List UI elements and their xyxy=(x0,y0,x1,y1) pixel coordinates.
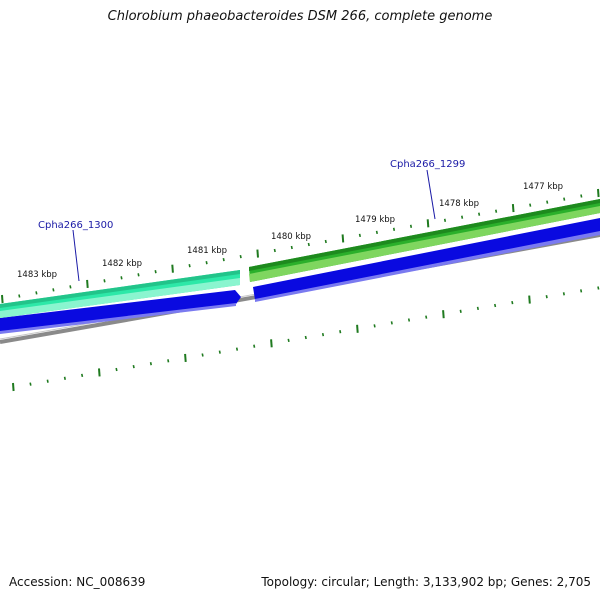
inner-ring-minor-tick xyxy=(580,289,583,293)
outer-ring-minor-tick xyxy=(239,254,242,259)
scale-label-1483: 1483 kbp xyxy=(17,270,57,280)
topology-text: Topology: circular; Length: 3,133,902 bp… xyxy=(261,575,591,589)
inner-ring-major-tick xyxy=(184,353,187,362)
scale-label-1478: 1478 kbp xyxy=(439,199,479,209)
outer-ring-minor-tick xyxy=(563,197,566,201)
inner-ring-minor-tick xyxy=(425,315,428,319)
outer-ring-minor-tick xyxy=(290,245,293,250)
outer-ring-major-tick xyxy=(426,219,430,228)
outer-ring-minor-tick xyxy=(478,212,481,216)
gene-label-cpha266-1300[interactable]: Cpha266_1300 xyxy=(38,220,113,231)
inner-ring-minor-tick xyxy=(253,344,256,348)
inner-tick-ring xyxy=(12,286,600,392)
inner-ring-minor-tick xyxy=(597,286,600,290)
inner-ring-minor-tick xyxy=(218,350,221,354)
scale-label-1481: 1481 kbp xyxy=(187,246,227,256)
inner-ring-minor-tick xyxy=(81,373,84,378)
outer-ring-minor-tick xyxy=(188,264,191,268)
inner-ring-minor-tick xyxy=(321,332,325,337)
scale-label-1482: 1482 kbp xyxy=(102,259,142,269)
label-leader-cpha266-1300 xyxy=(72,229,80,282)
inner-ring-minor-tick xyxy=(29,382,32,386)
outer-ring-major-tick xyxy=(171,264,174,273)
outer-ring-minor-tick xyxy=(324,239,327,244)
gene-cpha266-1300-shade xyxy=(0,270,240,308)
outer-ring-minor-tick xyxy=(52,288,55,292)
outer-ring-minor-tick xyxy=(18,294,21,298)
outer-ring-minor-tick xyxy=(409,224,413,228)
inner-ring-minor-tick xyxy=(390,321,393,325)
inner-ring-minor-tick xyxy=(459,309,462,313)
scale-label-1477: 1477 kbp xyxy=(523,182,563,192)
outer-ring-minor-tick xyxy=(375,230,378,235)
inner-ring-major-tick xyxy=(528,295,531,304)
outer-tick-ring xyxy=(1,188,600,304)
inner-ring-minor-tick xyxy=(339,330,342,334)
inner-ring-major-tick xyxy=(270,339,273,348)
outer-ring-minor-tick xyxy=(529,203,532,207)
inner-ring-minor-tick xyxy=(511,300,514,305)
inner-ring-minor-tick xyxy=(115,367,118,372)
outer-ring-minor-tick xyxy=(69,285,72,289)
inner-ring-major-tick xyxy=(12,382,15,392)
scale-label-1479: 1479 kbp xyxy=(355,215,395,225)
inner-ring-minor-tick xyxy=(476,306,479,311)
outer-ring-minor-tick xyxy=(273,248,276,253)
inner-ring-major-tick xyxy=(442,310,445,319)
inner-ring-minor-tick xyxy=(304,335,307,340)
outer-ring-major-tick xyxy=(86,279,89,288)
outer-ring-minor-tick xyxy=(307,242,310,247)
outer-ring-minor-tick xyxy=(120,276,123,280)
reverse-gene-left[interactable] xyxy=(0,290,241,332)
inner-ring-minor-tick xyxy=(235,347,239,351)
gene-label-cpha266-1299[interactable]: Cpha266_1299 xyxy=(390,159,465,170)
reverse-gene-left-edge xyxy=(0,303,236,334)
inner-ring-minor-tick xyxy=(545,295,548,299)
outer-ring-minor-tick xyxy=(358,233,361,238)
outer-ring-minor-tick xyxy=(580,194,583,198)
inner-ring-minor-tick xyxy=(494,303,497,308)
outer-ring-minor-tick xyxy=(205,261,208,265)
outer-ring-major-tick xyxy=(1,294,4,304)
outer-ring-minor-tick xyxy=(443,218,447,222)
inner-ring-major-tick xyxy=(98,368,101,377)
outer-ring-minor-tick xyxy=(103,279,106,283)
gene-cpha266-1299-light xyxy=(249,206,600,282)
inner-ring-minor-tick xyxy=(201,353,204,357)
inner-ring-minor-tick xyxy=(167,359,170,363)
map-title: Chlorobium phaeobacteroides DSM 266, com… xyxy=(107,9,493,24)
reverse-gene-right[interactable] xyxy=(253,218,600,300)
inner-ring-minor-tick xyxy=(149,362,152,366)
outer-ring-minor-tick xyxy=(222,257,225,262)
outer-ring-minor-tick xyxy=(546,200,549,204)
inner-ring-minor-tick xyxy=(562,292,565,296)
label-leader-cpha266-1299 xyxy=(426,169,436,220)
outer-ring-major-tick xyxy=(341,234,345,243)
inner-ring-major-tick xyxy=(356,324,359,333)
inner-ring-minor-tick xyxy=(46,379,49,383)
outer-ring-major-tick xyxy=(597,188,600,198)
outer-ring-major-tick xyxy=(511,204,515,213)
outer-ring-minor-tick xyxy=(154,270,157,274)
inner-ring-minor-tick xyxy=(373,324,376,328)
inner-ring-minor-tick xyxy=(132,364,135,369)
inner-ring-minor-tick xyxy=(287,338,290,343)
gene-cpha266-1299-shade xyxy=(249,199,600,271)
inner-ring-minor-tick xyxy=(407,318,411,322)
outer-ring-minor-tick xyxy=(461,215,464,219)
outer-ring-minor-tick xyxy=(137,273,140,277)
accession-text: Accession: NC_008639 xyxy=(9,575,146,589)
outer-ring-minor-tick xyxy=(495,209,498,213)
inner-ring-minor-tick xyxy=(63,376,66,380)
scale-label-1480: 1480 kbp xyxy=(271,232,311,242)
outer-ring-minor-tick xyxy=(392,227,396,231)
gene-cpha266-1300-light xyxy=(0,278,240,318)
reverse-gene-right-edge xyxy=(255,231,600,302)
outer-ring-minor-tick xyxy=(35,291,38,295)
outer-ring-major-tick xyxy=(256,249,259,258)
